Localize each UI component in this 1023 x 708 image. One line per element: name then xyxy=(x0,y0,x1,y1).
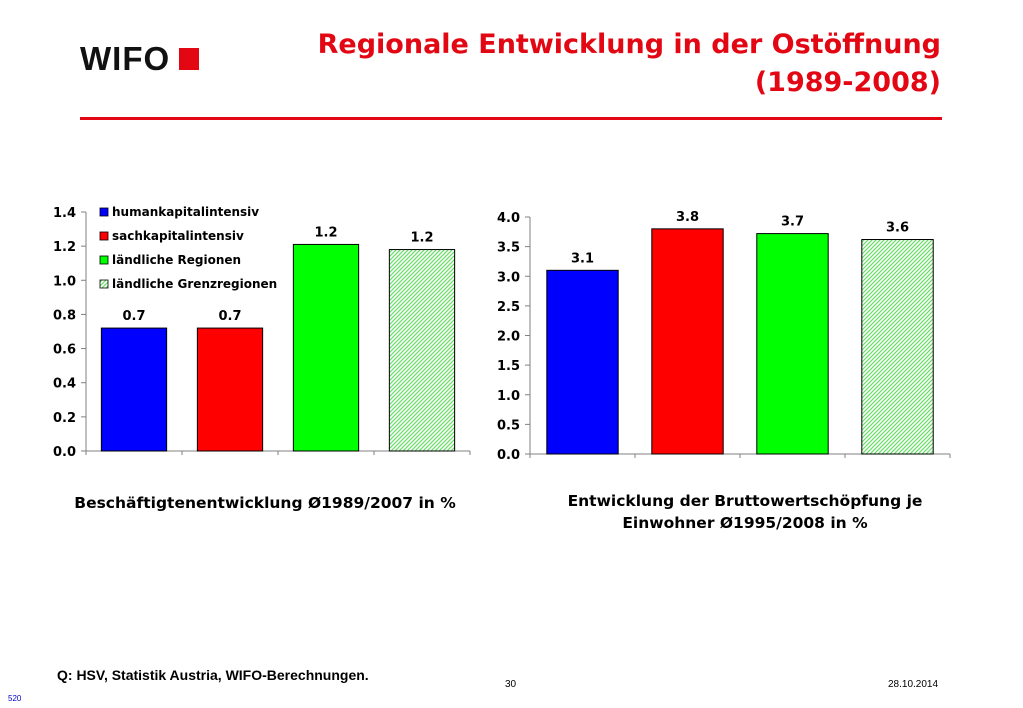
data-label: 3.1 xyxy=(571,251,594,266)
bar-sachkapitalintensiv xyxy=(196,327,264,452)
page-title: Regionale Entwicklung in der Ostöffnung … xyxy=(241,26,941,102)
y-tick-label: 0.4 xyxy=(53,377,76,392)
chart2-caption-line-2: Einwohner Ø1995/2008 in % xyxy=(622,514,868,532)
legend-swatch xyxy=(99,279,109,289)
bar-sachkapitalintensiv xyxy=(651,228,724,455)
y-tick-label: 0.6 xyxy=(53,343,76,358)
legend-label: humankapitalintensiv xyxy=(112,205,259,219)
source-note: Q: HSV, Statistik Austria, WIFO-Berechnu… xyxy=(57,667,369,683)
y-tick-label: 2.0 xyxy=(497,330,520,345)
y-tick-label: 1.2 xyxy=(53,240,76,255)
chart2-caption-line-1: Entwicklung der Bruttowertschöpfung je xyxy=(567,492,923,510)
wifo-logo: WIFO xyxy=(80,40,200,77)
chart1-caption-text: Beschäftigtenentwicklung Ø1989/2007 in % xyxy=(74,494,456,512)
y-tick-label: 0.0 xyxy=(53,445,76,460)
title-line-1: Regionale Entwicklung in der Ostöffnung xyxy=(317,29,941,60)
y-tick-label: 1.4 xyxy=(53,206,76,221)
data-label: 0.7 xyxy=(122,309,145,324)
data-label: 3.6 xyxy=(886,221,909,236)
data-label: 0.7 xyxy=(218,309,241,324)
legend-label: ländliche Regionen xyxy=(112,253,241,267)
bar-ländliche-regionen xyxy=(292,243,360,452)
data-label: 1.2 xyxy=(410,231,433,246)
y-tick-label: 2.5 xyxy=(497,300,520,315)
legend-swatch xyxy=(99,255,109,265)
slide-date: 28.10.2014 xyxy=(888,679,939,690)
bar-ländliche-grenzregionen xyxy=(388,249,456,452)
legend-label: ländliche Grenzregionen xyxy=(112,277,277,291)
y-tick-label: 1.5 xyxy=(497,359,520,374)
employment-bar-chart: 0.0 0.2 0.4 0.6 0.8 1.0 1.2 1.4 0.7 0.7 1.2 1.2 huma… xyxy=(53,205,471,460)
data-label: 1.2 xyxy=(314,225,337,240)
y-tick-label: 0.5 xyxy=(497,418,520,433)
y-tick-label: 3.5 xyxy=(497,241,520,256)
title-line-2: (1989-2008) xyxy=(754,67,941,98)
title-divider xyxy=(80,117,942,120)
chart2-caption: Entwicklung der Bruttowertschöpfung je E… xyxy=(540,490,950,534)
legend-swatch xyxy=(99,231,109,241)
legend-swatch xyxy=(99,207,109,217)
data-label: 3.7 xyxy=(781,215,804,230)
y-tick-label: 0.8 xyxy=(53,308,76,323)
y-tick-label: 0.2 xyxy=(53,411,76,426)
y-tick-label: 3.0 xyxy=(497,270,520,285)
y-tick-label: 4.0 xyxy=(497,211,520,226)
value-added-bar-chart: 0.0 0.5 1.0 1.5 2.0 2.5 3.0 3.5 4.0 3.1 3.8 3.7 3.6 xyxy=(497,210,951,463)
bar-ländliche-grenzregionen xyxy=(861,239,934,455)
y-tick-label: 1.0 xyxy=(497,389,520,404)
legend-label: sachkapitalintensiv xyxy=(112,229,244,243)
logo-text: WIFO xyxy=(80,40,171,77)
chart1-caption: Beschäftigtenentwicklung Ø1989/2007 in % xyxy=(50,492,480,514)
logo-square-icon xyxy=(179,48,200,70)
y-tick-label: 1.0 xyxy=(53,274,76,289)
page-number: 30 xyxy=(505,679,517,690)
bar-humankapitalintensiv xyxy=(100,327,168,452)
bar-ländliche-regionen xyxy=(756,233,829,455)
data-label: 3.8 xyxy=(676,210,699,225)
bar-humankapitalintensiv xyxy=(546,269,619,455)
y-tick-label: 0.0 xyxy=(497,448,520,463)
corner-code: 520 xyxy=(8,694,22,703)
